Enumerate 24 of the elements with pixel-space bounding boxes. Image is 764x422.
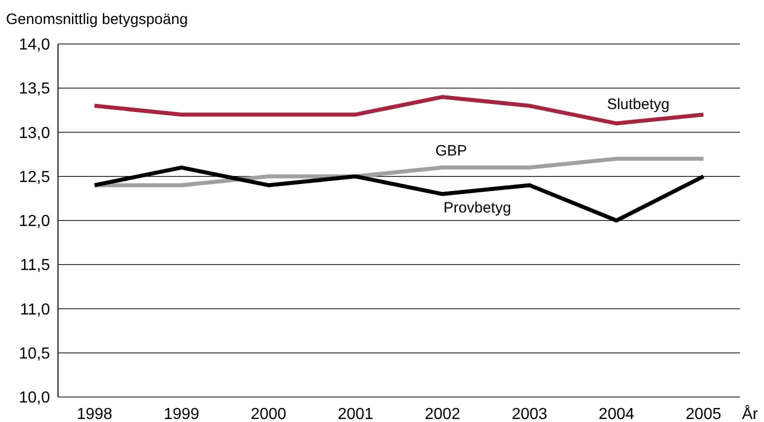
x-tick-label: 2000 bbox=[250, 406, 286, 422]
y-tick-label: 10,0 bbox=[18, 390, 50, 407]
y-tick-label: 11,5 bbox=[20, 257, 50, 274]
y-tick-label: 13,0 bbox=[18, 124, 50, 142]
y-tick-label: 11,0 bbox=[20, 301, 50, 318]
x-tick-label: 2004 bbox=[598, 406, 634, 422]
line-series bbox=[92, 156, 706, 188]
series-label: Provbetyg bbox=[444, 199, 512, 216]
y-tick-label: 14,0 bbox=[18, 36, 50, 54]
line-series bbox=[92, 94, 706, 126]
x-tick-label: 2002 bbox=[424, 406, 460, 422]
y-axis-title: Genomsnittlig betygspoäng bbox=[6, 11, 188, 28]
series-label: Slutbetyg bbox=[606, 96, 670, 114]
x-tick-label: 1999 bbox=[164, 406, 200, 422]
y-tick-label: 12,0 bbox=[18, 213, 50, 230]
y-tick-label: 12,5 bbox=[18, 168, 50, 186]
x-tick-label: 2003 bbox=[512, 406, 548, 422]
x-tick-label: 2001 bbox=[338, 406, 374, 422]
x-axis-title: År bbox=[742, 405, 759, 422]
y-tick-label: 10,5 bbox=[18, 345, 50, 362]
x-tick-label: 2005 bbox=[686, 406, 722, 422]
series-label: GBP bbox=[435, 142, 468, 160]
y-tick-label: 13,5 bbox=[18, 80, 50, 98]
x-tick-label: 1998 bbox=[76, 406, 112, 422]
